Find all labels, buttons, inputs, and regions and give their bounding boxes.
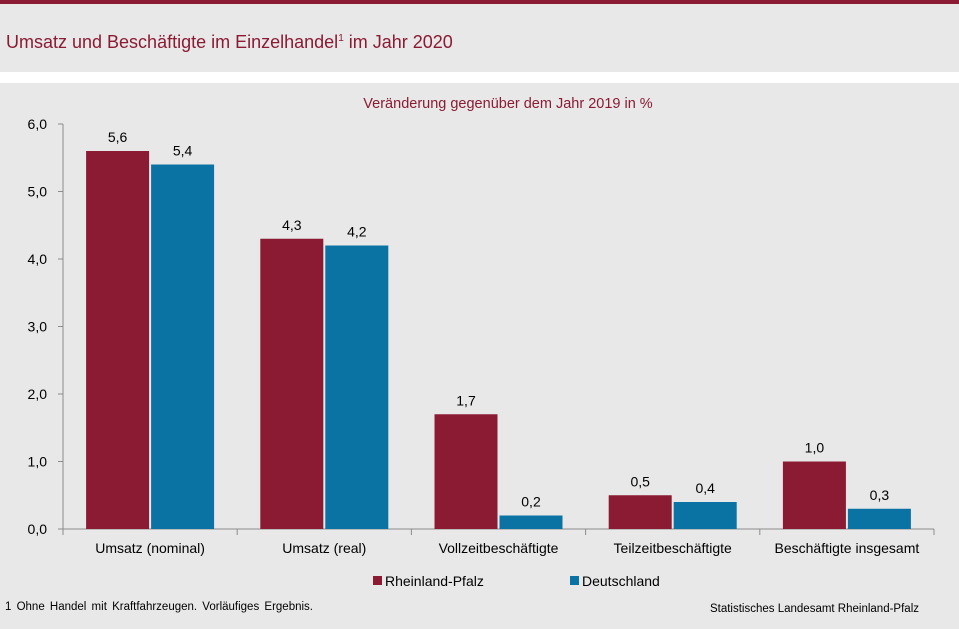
bar-deutschland [151,164,215,529]
chart-header: Umsatz und Beschäftigte im Einzelhandel1… [0,4,959,72]
bar-rheinland-pfalz [260,238,324,529]
legend-swatch [373,576,382,585]
y-tick-label: 2,0 [28,386,48,402]
data-label: 0,2 [521,494,541,510]
data-label: 1,0 [805,440,825,456]
bar-rheinland-pfalz [782,461,846,529]
y-tick-label: 3,0 [28,319,48,335]
data-label: 0,4 [695,480,715,496]
data-label: 4,2 [347,224,367,240]
legend-swatch [570,576,579,585]
x-tick-label: Umsatz (nominal) [95,540,205,556]
data-label: 4,3 [282,217,302,233]
y-tick-label: 4,0 [28,251,48,267]
header-separator [0,72,959,83]
x-tick-label: Teilzeitbeschäftigte [614,540,733,556]
data-label: 5,6 [108,129,128,145]
footnote: 1 Ohne Handel mit Kraftfahrzeugen. Vorlä… [5,601,313,613]
x-tick-label: Beschäftigte insgesamt [775,540,920,556]
chart-title: Umsatz und Beschäftigte im Einzelhandel1… [6,32,453,52]
bar-deutschland [847,508,911,529]
top-accent-bar [0,0,959,4]
data-label: 0,5 [630,473,650,489]
bar-deutschland [499,515,563,529]
legend-label: Rheinland-Pfalz [385,573,484,589]
legend-label: Deutschland [582,573,660,589]
y-tick-label: 0,0 [28,521,48,537]
data-label: 0,3 [870,487,890,503]
title-footnote-marker: 1 [338,33,344,44]
bar-rheinland-pfalz [86,151,150,529]
data-label: 5,4 [173,143,193,159]
data-label: 1,7 [456,392,476,408]
chart-subtitle: Veränderung gegenüber dem Jahr 2019 in % [363,96,653,112]
bar-deutschland [325,245,389,529]
x-tick-label: Vollzeitbeschäftigte [439,540,559,556]
y-tick-label: 1,0 [28,454,48,470]
bar-deutschland [673,502,737,529]
bar-rheinland-pfalz [434,414,498,529]
y-tick-label: 5,0 [28,184,48,200]
y-tick-label: 6,0 [28,116,48,132]
source-label: Statistisches Landesamt Rheinland-Pfalz [709,603,919,615]
bar-rheinland-pfalz [608,495,672,529]
x-tick-label: Umsatz (real) [282,540,366,556]
